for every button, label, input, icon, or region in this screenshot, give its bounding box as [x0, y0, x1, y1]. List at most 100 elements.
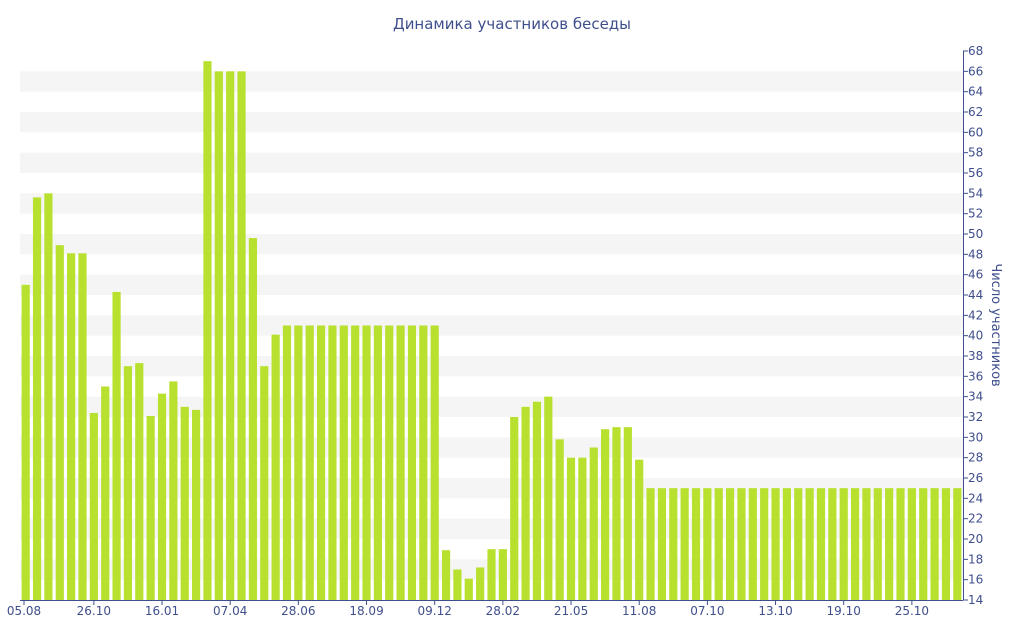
grid-band	[20, 71, 963, 92]
bar	[623, 427, 632, 600]
y-tick-label: 68	[968, 44, 983, 58]
bar	[782, 488, 791, 600]
bar	[157, 393, 167, 600]
bar	[89, 412, 98, 600]
bar	[544, 396, 553, 600]
bar	[67, 253, 76, 601]
bar	[430, 325, 439, 600]
x-axis-ticks: 05.08 26.10 16.01 07.04 28.06 18.09 09.12 28.02…	[7, 600, 929, 618]
bar	[794, 488, 803, 600]
bar	[953, 488, 962, 600]
bar	[123, 366, 133, 600]
x-tick-label: 13.10	[758, 604, 792, 618]
axes	[20, 51, 964, 601]
bar	[44, 193, 53, 601]
bar	[873, 488, 882, 600]
y-tick-label: 34	[968, 390, 983, 404]
x-tick-label: 21.05	[554, 604, 588, 618]
bar	[305, 325, 314, 600]
bar	[680, 488, 689, 600]
bar	[373, 325, 382, 600]
bar	[21, 284, 30, 600]
grid-band	[20, 356, 963, 377]
bar	[135, 363, 144, 600]
y-tick-label: 64	[968, 85, 983, 99]
bar	[532, 401, 542, 600]
y-tick-label: 38	[968, 349, 983, 363]
y-tick-label: 48	[968, 247, 983, 261]
bar	[919, 488, 928, 600]
bar	[555, 439, 564, 600]
x-tick-label: 09.12	[418, 604, 452, 618]
bar	[862, 488, 871, 600]
y-tick-label: 28	[968, 451, 983, 465]
y-tick-label: 14	[968, 593, 983, 607]
bar	[192, 409, 201, 600]
y-tick-label: 20	[968, 532, 983, 546]
bar	[657, 488, 667, 600]
bar	[748, 488, 757, 600]
bar	[487, 549, 496, 600]
bar	[646, 488, 655, 600]
x-tick-label: 07.10	[690, 604, 724, 618]
bar	[930, 488, 939, 600]
bar	[78, 253, 87, 601]
bar	[237, 71, 246, 601]
y-tick-label: 30	[968, 430, 983, 444]
bar	[760, 488, 769, 600]
grid-band	[20, 234, 963, 255]
grid-band	[20, 274, 963, 295]
bar	[282, 325, 292, 600]
bar	[55, 245, 64, 600]
bar	[180, 406, 189, 600]
bar	[226, 71, 235, 601]
chart-title: Динамика участников беседы	[393, 15, 631, 33]
bar	[271, 334, 280, 600]
y-tick-label: 16	[968, 573, 983, 587]
bar	[248, 238, 257, 601]
y-tick-label: 56	[968, 166, 983, 180]
bar	[203, 61, 212, 600]
y-tick-label: 60	[968, 125, 983, 139]
bar	[941, 488, 951, 600]
bar	[612, 427, 621, 600]
x-tick-label: 18.09	[349, 604, 383, 618]
y-tick-label: 22	[968, 512, 983, 526]
bar	[101, 386, 110, 600]
bar	[339, 325, 348, 600]
bar	[601, 429, 610, 600]
bar	[214, 71, 223, 601]
x-tick-label: 26.10	[77, 604, 111, 618]
bar	[146, 415, 155, 600]
bar	[453, 569, 462, 600]
y-tick-label: 24	[968, 491, 983, 505]
bar	[362, 325, 371, 600]
bar	[896, 488, 905, 600]
x-tick-label: 28.02	[486, 604, 520, 618]
grid-band	[20, 152, 963, 173]
y-tick-label: 54	[968, 186, 983, 200]
x-tick-label: 28.06	[281, 604, 315, 618]
y-tick-label: 58	[968, 146, 983, 160]
bar	[32, 197, 42, 600]
bar	[828, 488, 837, 600]
y-axis-label: Число участников	[988, 263, 1003, 386]
bar	[112, 291, 121, 600]
bar	[885, 488, 894, 600]
bar-series	[21, 61, 962, 601]
bar	[850, 488, 860, 600]
bar	[521, 406, 530, 600]
bar	[635, 459, 644, 600]
bar	[464, 578, 473, 600]
bar	[589, 447, 598, 600]
bar	[260, 366, 269, 600]
bar	[771, 488, 780, 600]
y-axis-ticks: 14 16 18 20 22 24 26 28 30 32 34 36 38 40 42 44 46 48 50 52…	[963, 44, 983, 607]
x-tick-label: 05.08	[7, 604, 41, 618]
y-tick-label: 46	[968, 268, 983, 282]
bar	[714, 488, 723, 600]
bar	[328, 325, 337, 600]
bar	[316, 325, 326, 600]
